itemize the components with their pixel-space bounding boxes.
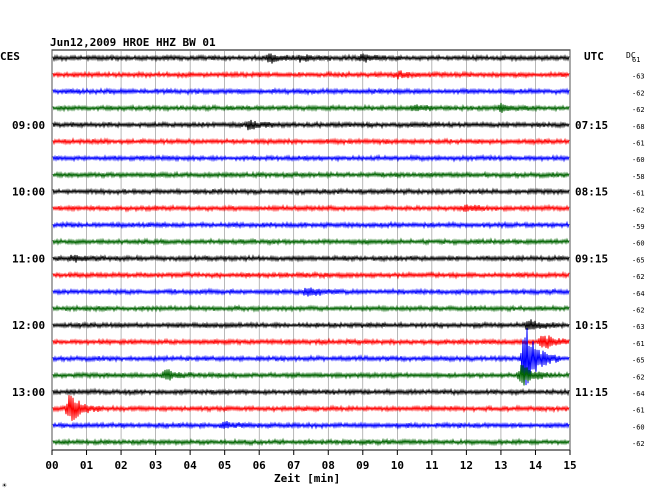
dc-offset-label: -63 — [632, 323, 645, 331]
x-tick-label: 00 — [45, 459, 58, 472]
dc-offset-label: -65 — [632, 357, 645, 365]
x-tick-group: 00 01 02 03 04 05 06 07 08 09 10 11 12 13 14 15 — [45, 450, 577, 472]
seismic-trace — [52, 170, 570, 180]
x-tick-label: 12 — [460, 459, 473, 472]
right-time-label: 10:15 — [575, 319, 608, 332]
x-tick-label: 04 — [184, 459, 198, 472]
dc-offset-label: -61 — [632, 340, 645, 348]
x-tick-label: 06 — [253, 459, 267, 472]
left-time-label: 12:00 — [12, 319, 45, 332]
seismic-trace — [52, 119, 570, 131]
seismic-trace — [52, 254, 570, 263]
dc-offset-label: -62 — [632, 440, 645, 448]
chart-title: Jun12,2009 HROE HHZ BW 01 — [50, 36, 216, 49]
right-zone-label: UTC — [584, 50, 604, 63]
dc-offset-label: -68 — [632, 123, 645, 131]
x-tick-label: 10 — [391, 459, 404, 472]
dc-offset-label: -62 — [632, 307, 645, 315]
left-time-label: 10:00 — [12, 186, 45, 199]
x-tick-label: 15 — [563, 459, 576, 472]
x-tick-label: 02 — [114, 459, 127, 472]
dc-offset-label: -60 — [632, 156, 645, 164]
grid-lines — [51, 49, 571, 451]
x-axis-label: Zeit [min] — [274, 472, 340, 485]
seismic-trace — [52, 137, 570, 146]
corner-sun-icon: ☀ — [2, 481, 7, 490]
seismic-trace — [52, 387, 570, 397]
seismic-trace — [52, 335, 570, 349]
dc-offset-label: -64 — [632, 390, 645, 398]
left-time-label: 09:00 — [12, 119, 45, 132]
seismic-trace — [52, 102, 570, 113]
seismic-trace — [52, 237, 570, 247]
x-tick-label: 03 — [149, 459, 162, 472]
seismic-trace — [52, 187, 570, 197]
seismic-trace — [52, 328, 570, 386]
x-tick-label: 07 — [287, 459, 300, 472]
dc-offset-label: -61 — [632, 407, 645, 415]
seismic-trace — [52, 304, 570, 313]
seismic-trace — [52, 203, 570, 213]
dc-offset-label: -63 — [632, 73, 645, 81]
x-tick-label: 14 — [529, 459, 543, 472]
trace-group — [52, 53, 570, 447]
x-tick-label: 01 — [80, 459, 94, 472]
seismic-trace — [52, 87, 570, 96]
seismic-trace — [52, 395, 570, 421]
dc-offset-label: -61 — [632, 140, 645, 148]
left-zone-label: CES — [0, 50, 20, 63]
x-tick-label: 08 — [322, 459, 335, 472]
dc-offset-label: -61 — [632, 190, 645, 198]
dc-offset-label: -62 — [632, 206, 645, 214]
seismic-trace — [52, 70, 570, 80]
dc-offset-label: -65 — [632, 256, 645, 264]
seismic-trace — [52, 319, 570, 330]
dc-offset-label: -60 — [632, 240, 645, 248]
seismic-trace — [52, 53, 570, 64]
dc-offset-label: -62 — [632, 373, 645, 381]
row-label-group: 09:00 10:00 11:00 12:00 13:00 07:15 08:15 09:15… — [12, 56, 645, 448]
dc-offset-label: -62 — [632, 89, 645, 97]
seismic-trace — [52, 364, 570, 386]
dc-offset-label: 61 — [632, 56, 640, 64]
seismic-trace — [52, 220, 570, 230]
right-time-label: 07:15 — [575, 119, 608, 132]
dc-offset-label: -60 — [632, 423, 645, 431]
x-tick-label: 09 — [356, 459, 369, 472]
dc-offset-label: -64 — [632, 290, 645, 298]
seismic-trace — [52, 287, 570, 297]
dc-offset-label: -62 — [632, 273, 645, 281]
x-tick-label: 13 — [494, 459, 507, 472]
seismic-trace — [52, 421, 570, 430]
dc-label: DC — [626, 51, 636, 60]
seismic-trace — [52, 153, 570, 163]
dc-offset-label: -59 — [632, 223, 645, 231]
seismic-trace — [52, 270, 570, 280]
right-time-label: 08:15 — [575, 186, 608, 199]
left-time-label: 11:00 — [12, 252, 45, 265]
label-group: Jun12,2009 HROE HHZ BW 01 CES UTC DC Zei… — [0, 36, 636, 490]
right-time-label: 09:15 — [575, 252, 608, 265]
seismic-trace — [52, 437, 570, 447]
left-time-label: 13:00 — [12, 386, 45, 399]
dc-offset-label: -58 — [632, 173, 645, 181]
x-tick-label: 11 — [425, 459, 439, 472]
x-tick-label: 05 — [218, 459, 231, 472]
right-time-label: 11:15 — [575, 386, 608, 399]
dc-offset-label: -62 — [632, 106, 645, 114]
